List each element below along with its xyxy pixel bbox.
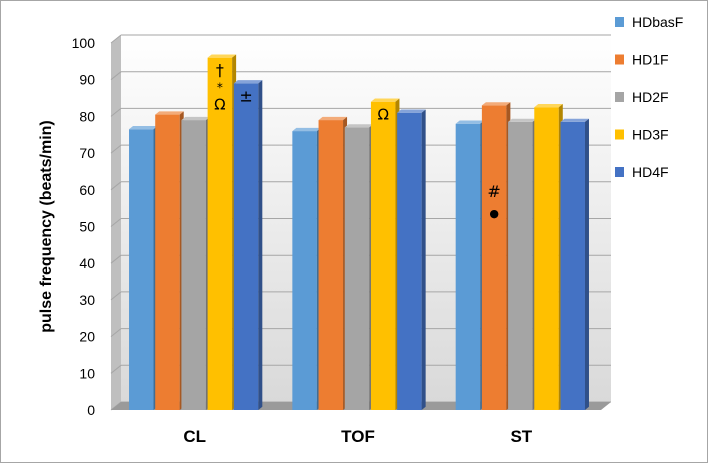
bar-TOF-HD4F	[397, 112, 422, 410]
legend-swatch-HD3F	[615, 129, 624, 140]
bar-ST-HD4F	[560, 121, 585, 410]
annotation-CL-HD3F: †	[216, 61, 224, 80]
bar-top-ST-HD2F	[508, 118, 537, 122]
bar-ST-HDbasF	[455, 123, 481, 411]
y-tick-label: 0	[87, 402, 95, 418]
bar-top-CL-HD4F	[233, 80, 263, 84]
bar-top-TOF-HD1F	[318, 116, 348, 121]
annotation-ST-HD1F: #	[487, 182, 500, 201]
bar-CL-HD4F	[233, 83, 259, 411]
bar-top-TOF-HD3F	[370, 98, 400, 102]
bar-top-ST-HDbasF	[455, 120, 485, 124]
gridline-side-30	[110, 291, 122, 301]
bar-top-CL-HD3F	[207, 54, 237, 58]
y-tick-label: 40	[79, 255, 95, 271]
y-tick-label: 100	[72, 35, 96, 51]
bar-top-CL-HDbasF	[129, 126, 158, 130]
legend-label: HD3F	[632, 127, 669, 143]
bar-top-TOF-HD2F	[344, 124, 374, 128]
bar-ST-HD2F	[508, 121, 533, 410]
bar-TOF-HD1F	[318, 120, 344, 410]
gridline-side-50	[110, 218, 122, 227]
annotation-ST-HD1F: ●	[489, 207, 499, 220]
x-category-label: TOF	[341, 427, 375, 446]
bar-ST-HD3F	[534, 107, 559, 410]
bar-CL-HD3F	[207, 57, 233, 411]
bar-top-CL-HD2F	[181, 116, 210, 121]
bar-top-TOF-HD4F	[397, 109, 426, 113]
gridline-side-40	[110, 254, 122, 264]
legend-swatch-HD4F	[615, 167, 624, 177]
bar-ST-HD1F	[481, 105, 507, 410]
y-tick-label: 80	[79, 108, 95, 124]
y-tick-label: 90	[79, 72, 95, 88]
gridline-side-10	[110, 364, 122, 374]
legend-label: HD1F	[632, 52, 669, 68]
bar-top-ST-HD4F	[560, 118, 589, 122]
bar-CL-HDbasF	[129, 129, 154, 410]
legend-swatch-HD2F	[615, 92, 624, 102]
y-tick-label: 60	[79, 182, 95, 198]
annotation-TOF-HD3F: Ω	[377, 106, 388, 124]
bar-side-ST-HD4F	[584, 118, 589, 410]
gridline-side-100	[110, 34, 122, 44]
bar-top-TOF-HDbasF	[292, 127, 321, 132]
bar-top-ST-HD1F	[481, 102, 511, 106]
legend-label: HD4F	[632, 164, 669, 180]
legend-swatch-HDbasF	[615, 17, 624, 27]
gridline-side-60	[110, 181, 122, 191]
bar-TOF-HD2F	[344, 127, 370, 410]
annotation-CL-HD3F: Ω	[214, 96, 225, 114]
y-tick-label: 50	[79, 219, 95, 235]
x-category-label: ST	[510, 427, 532, 446]
bar-CL-HD2F	[181, 120, 206, 410]
bar-CL-HD1F	[155, 114, 180, 410]
gridline-side-80	[110, 108, 122, 117]
bar-TOF-HDbasF	[292, 131, 317, 410]
y-axis-label: pulse frequency (beats/min)	[38, 120, 55, 333]
y-tick-label: 20	[79, 329, 95, 345]
annotation-CL-HD4F: ±	[239, 86, 252, 105]
bar-side-TOF-HD4F	[421, 109, 426, 410]
legend-swatch-HD1F	[615, 54, 624, 65]
gridline-side-70	[110, 144, 122, 154]
annotation-CL-HD3F: *	[217, 81, 223, 95]
bar-top-ST-HD3F	[534, 104, 563, 108]
gridline-side-90	[110, 71, 122, 81]
bar-TOF-HD3F	[370, 101, 396, 410]
bar-top-CL-HD1F	[155, 111, 184, 115]
legend-label: HD2F	[632, 89, 669, 105]
y-tick-label: 70	[79, 145, 95, 161]
legend-label: HDbasF	[632, 14, 683, 30]
bar-side-CL-HD4F	[258, 80, 263, 411]
y-tick-label: 10	[79, 365, 95, 381]
x-category-label: CL	[183, 427, 206, 446]
gridline-side-20	[110, 328, 122, 337]
y-tick-label: 30	[79, 292, 95, 308]
